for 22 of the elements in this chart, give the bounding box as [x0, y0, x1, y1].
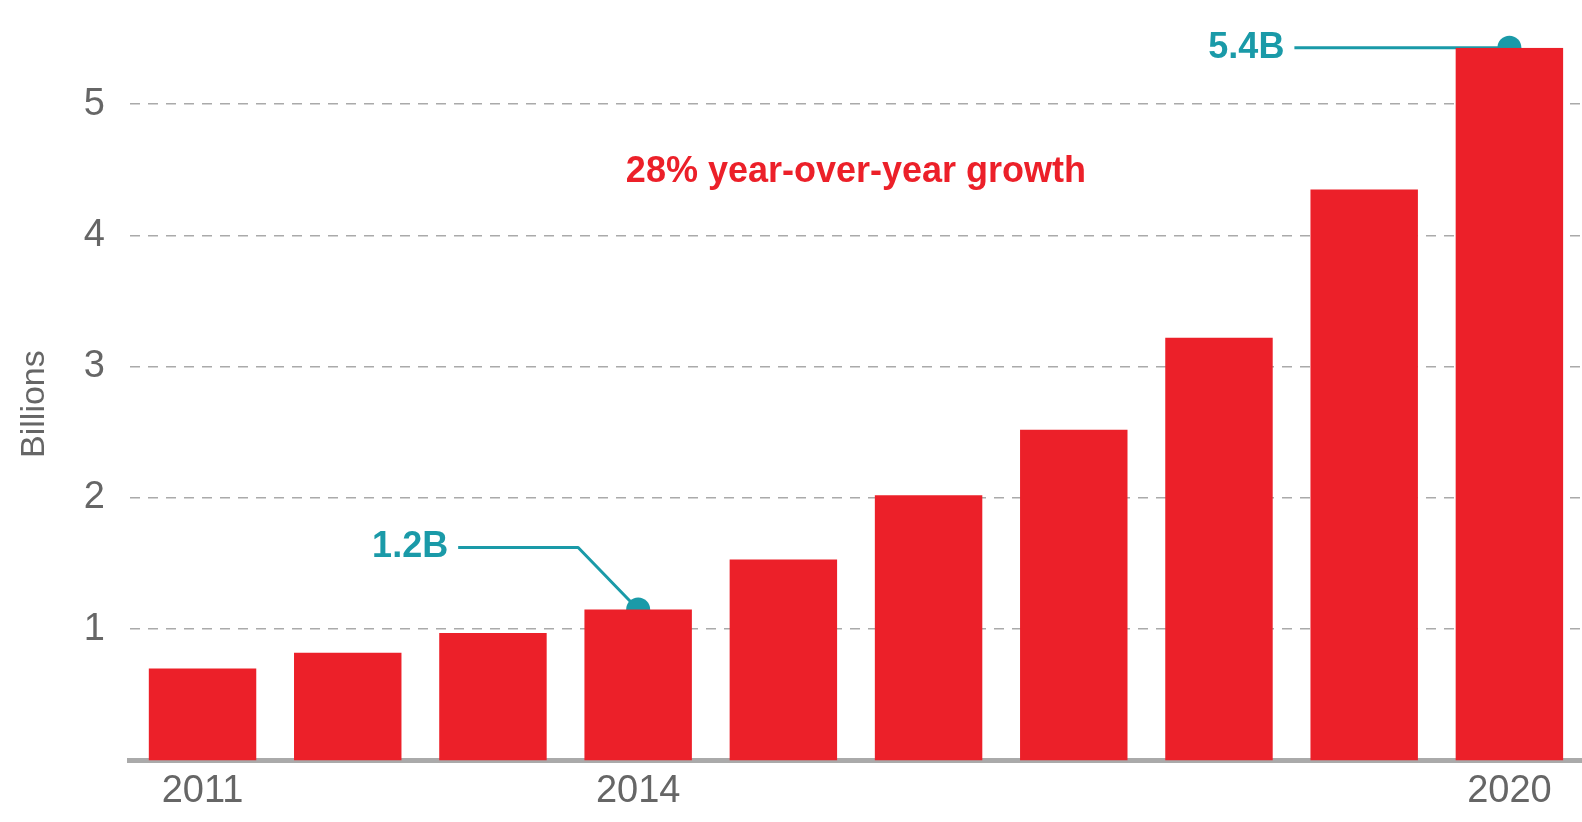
bar	[148, 668, 257, 761]
y-tick-label: 3	[83, 343, 105, 386]
bar	[729, 559, 838, 761]
bar	[874, 495, 983, 761]
y-tick-label: 4	[83, 211, 105, 254]
y-axis-title: Billions	[12, 350, 51, 458]
x-tick-label: 2014	[595, 767, 681, 810]
y-tick-label: 1	[83, 605, 105, 648]
bar	[1455, 47, 1564, 761]
x-tick-label: 2020	[1467, 767, 1552, 810]
bar	[439, 633, 547, 761]
bar	[1165, 337, 1273, 761]
bar	[584, 609, 692, 761]
annotation: 1.2B	[372, 524, 449, 566]
y-tick-label: 5	[83, 80, 105, 123]
bar	[294, 652, 402, 761]
bar	[1310, 189, 1418, 761]
x-tick-label: 2011	[161, 767, 244, 810]
annotation: 28% year-over-year growth	[625, 149, 1087, 191]
annotation: 5.4B	[1208, 24, 1285, 66]
y-tick-label: 2	[83, 474, 105, 517]
bar	[1020, 429, 1128, 761]
